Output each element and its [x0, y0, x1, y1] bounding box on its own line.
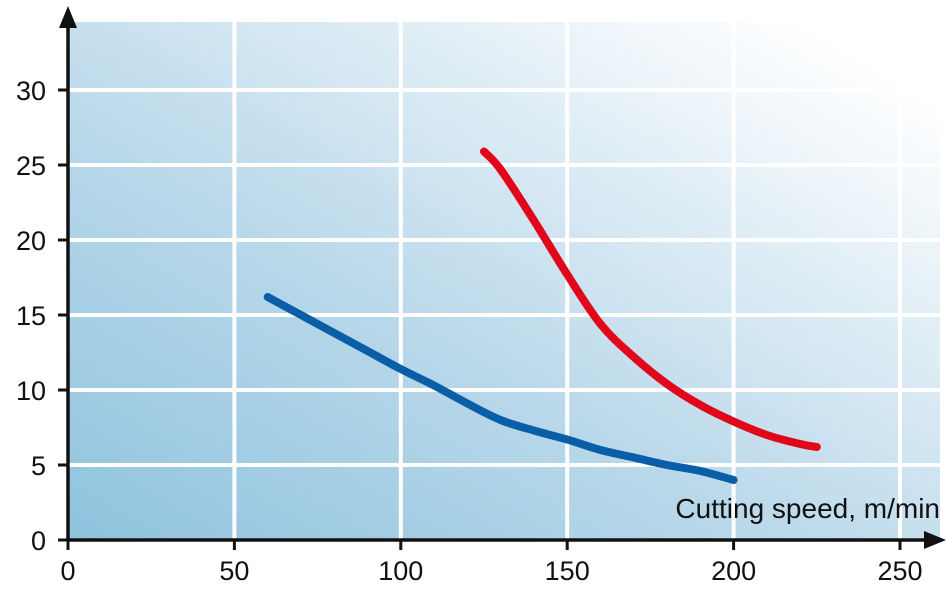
x-axis-title: Cutting speed, m/min [675, 493, 940, 524]
y-tick-label: 30 [16, 76, 46, 106]
x-tick-label: 50 [219, 556, 249, 586]
y-tick-label: 15 [16, 301, 46, 331]
x-tick-label: 150 [545, 556, 590, 586]
ticks: 0 50 100 150 200 250 0 5 10 15 20 25 30 [16, 76, 923, 586]
x-tick-label: 200 [711, 556, 756, 586]
y-tick-label: 20 [16, 226, 46, 256]
x-axis-arrow-icon [924, 531, 946, 549]
grid [68, 22, 940, 540]
series-line-0 [263, 293, 738, 484]
series-layer [263, 147, 821, 484]
x-tick-label: 100 [378, 556, 423, 586]
x-tick-label: 0 [60, 556, 75, 586]
y-axis-arrow-icon [59, 6, 77, 28]
y-tick-label: 5 [31, 451, 46, 481]
y-tick-label: 0 [31, 526, 46, 556]
axes [59, 6, 946, 549]
x-tick-label: 250 [877, 556, 922, 586]
y-tick-label: 10 [16, 376, 46, 406]
y-tick-label: 25 [16, 151, 46, 181]
series-line-1 [480, 147, 821, 451]
plot-background [68, 22, 940, 540]
